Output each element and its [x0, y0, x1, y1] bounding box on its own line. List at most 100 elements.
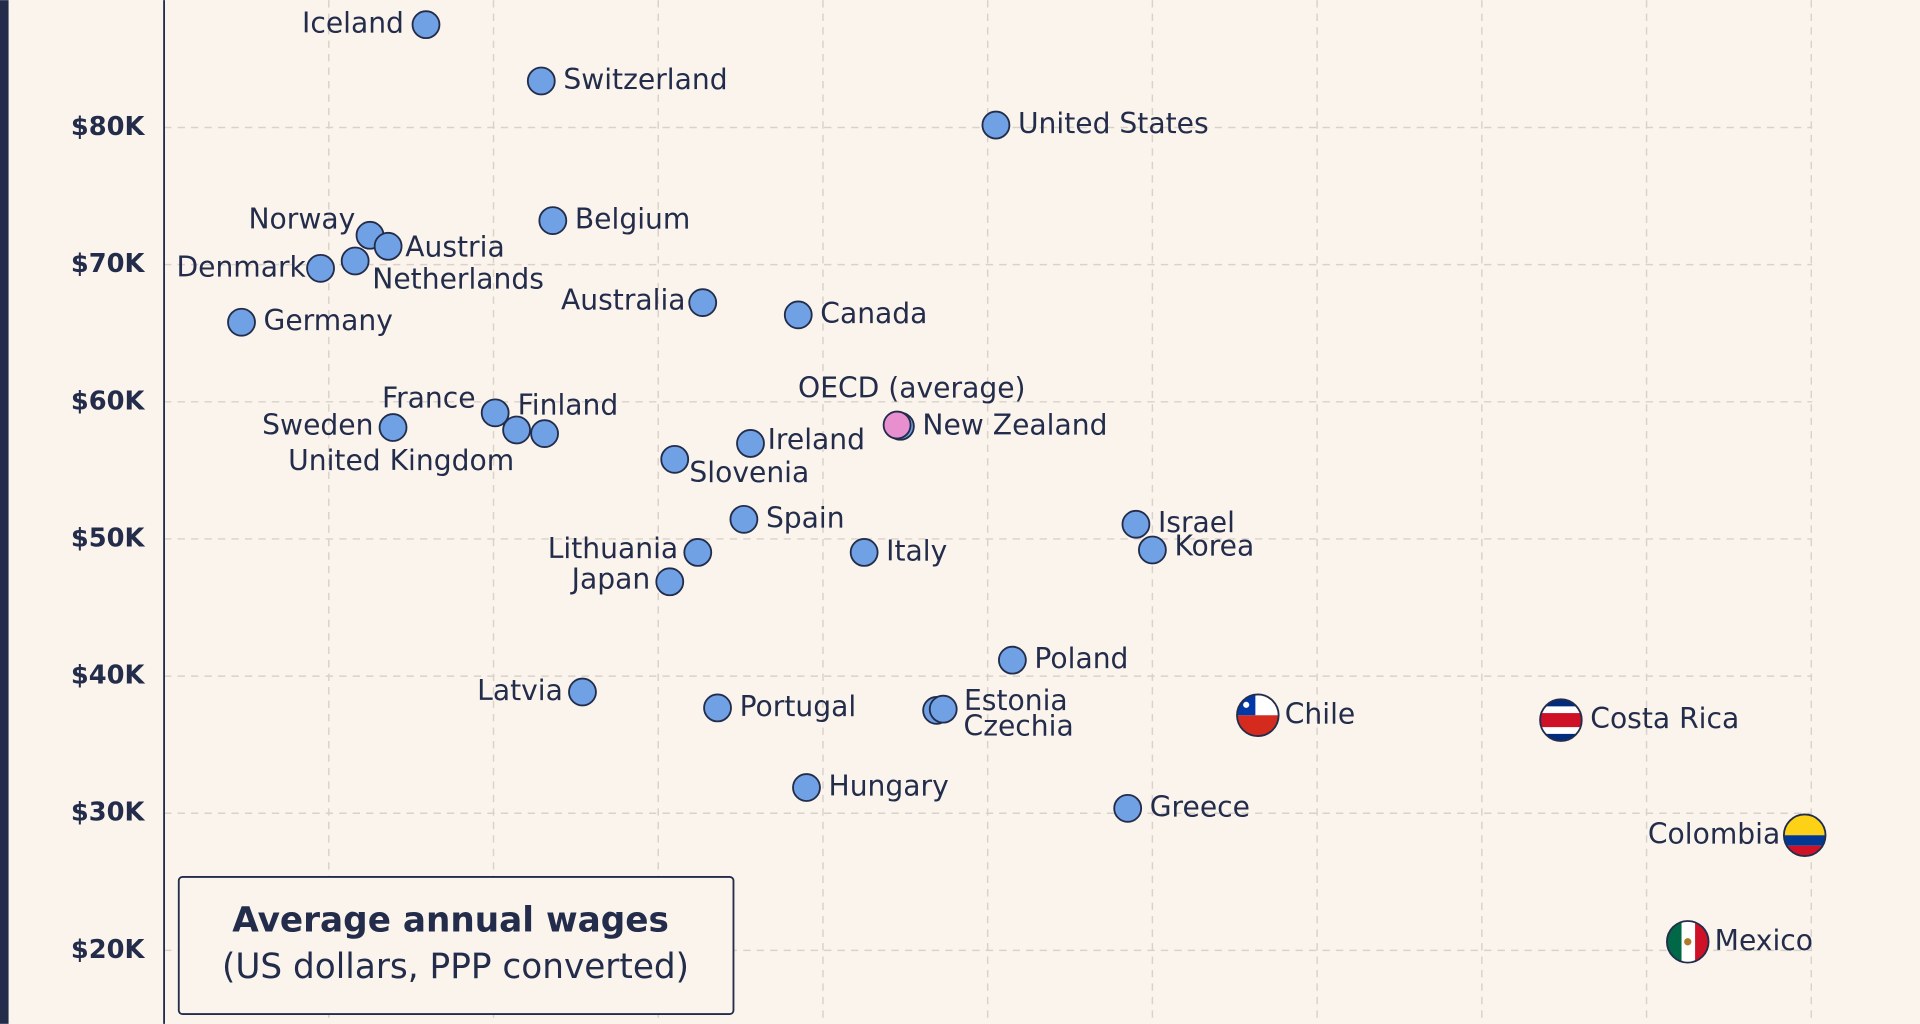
flag-star [1243, 701, 1250, 708]
point-label: Israel [1158, 506, 1235, 539]
flag-stripe [1540, 699, 1582, 707]
dot [783, 300, 813, 330]
flag-emblem [1684, 938, 1692, 946]
point-label: OECD (average) [798, 372, 1025, 405]
point [227, 307, 256, 337]
point-label: Greece [1150, 790, 1250, 823]
y-tick-label: $20K [71, 935, 146, 965]
point [340, 246, 370, 276]
dot [538, 206, 568, 235]
point-label: Japan [570, 563, 651, 596]
y-tick-label: $40K [71, 661, 146, 691]
y-tick-label: $60K [71, 386, 146, 416]
point [1138, 535, 1167, 565]
point [530, 419, 559, 449]
point-label: New Zealand [922, 408, 1107, 441]
dot [736, 429, 765, 458]
point-label: Australia [561, 283, 686, 316]
point [683, 538, 713, 567]
dot [882, 410, 912, 440]
point [480, 398, 510, 428]
dot [480, 398, 510, 428]
point [1666, 920, 1710, 964]
flag-stripe [1540, 706, 1582, 714]
point [378, 413, 408, 442]
dot [655, 567, 685, 597]
point [1782, 813, 1827, 858]
point [502, 415, 531, 445]
dot [1138, 535, 1167, 565]
point-label: Belgium [575, 203, 690, 236]
point-label: Colombia [1648, 817, 1780, 850]
dot [526, 66, 556, 96]
dot [683, 538, 713, 567]
point-label: Iceland [302, 7, 404, 40]
dot [981, 110, 1011, 140]
point-label: Chile [1285, 697, 1355, 730]
point-label: Lithuania [548, 532, 678, 565]
flag-stripe [1540, 713, 1582, 728]
point-label: Ireland [768, 423, 865, 456]
y-tick-label: $30K [71, 798, 146, 828]
dot [729, 504, 759, 534]
dot [792, 773, 821, 802]
point [882, 410, 912, 440]
point [729, 504, 759, 534]
point-label: Latvia [477, 674, 563, 707]
point [411, 10, 441, 40]
point [783, 300, 813, 330]
flag-outline [1666, 920, 1710, 964]
point [1113, 793, 1143, 823]
dot [928, 694, 958, 724]
left-border [0, 0, 9, 1024]
point [1121, 509, 1151, 539]
point-label: Hungary [829, 770, 949, 803]
dot [306, 253, 335, 283]
point [655, 567, 685, 597]
dot [373, 231, 403, 261]
point-label: Czechia [964, 710, 1074, 743]
annotation-frame [177, 875, 735, 1015]
point [688, 288, 718, 318]
point [526, 66, 556, 96]
point [849, 538, 879, 567]
y-tick-label: $50K [71, 523, 146, 553]
dot [530, 419, 559, 449]
dot [703, 693, 732, 723]
point-label: Korea [1174, 530, 1254, 563]
point-label: Switzerland [563, 63, 727, 96]
point [568, 677, 597, 707]
dot [411, 10, 441, 40]
point-label: United States [1018, 107, 1209, 140]
dot [660, 444, 690, 474]
point [703, 693, 732, 723]
point-label: France [382, 381, 476, 414]
point-label: Italy [886, 534, 947, 567]
point [981, 110, 1011, 140]
point-label: Costa Rica [1590, 702, 1739, 735]
dot [849, 538, 879, 567]
flag-stripe [1540, 733, 1582, 741]
y-tick-label: $80K [71, 112, 146, 142]
point-label: Netherlands [372, 263, 544, 296]
dot [998, 645, 1027, 675]
flag-stripe [1783, 845, 1826, 857]
dot [227, 307, 256, 337]
point-label: Finland [518, 389, 619, 422]
point [1236, 693, 1280, 738]
point [792, 773, 821, 802]
point [998, 645, 1027, 675]
flag [1783, 814, 1826, 857]
annotation-title: Average annual wages [232, 901, 669, 941]
flag-outline [1539, 698, 1583, 742]
point [660, 444, 690, 474]
point-label: Slovenia [689, 456, 809, 489]
point-label: Estonia [964, 684, 1068, 717]
point [928, 694, 958, 724]
point [538, 206, 568, 235]
dot [340, 246, 370, 276]
dot [378, 413, 408, 442]
